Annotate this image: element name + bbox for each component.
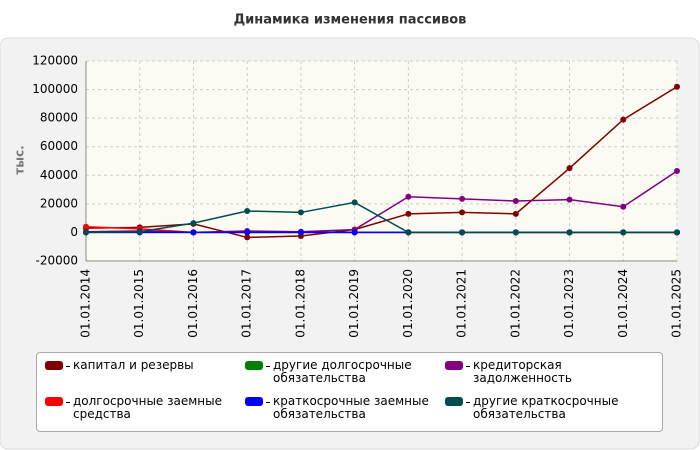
- data-point: [405, 229, 412, 236]
- legend: капитал и резервы другие долгосрочные обя…: [36, 352, 663, 432]
- x-tick-label: 01.01.2022: [508, 269, 522, 338]
- legend-dash: [66, 402, 70, 403]
- data-point: [459, 195, 466, 202]
- y-tick-label: 20000: [40, 196, 78, 210]
- legend-swatch: [45, 361, 63, 370]
- y-tick-label: 120000: [32, 54, 78, 68]
- x-tick-label: 01.01.2025: [670, 269, 684, 338]
- data-point: [351, 229, 358, 236]
- data-point: [512, 210, 519, 217]
- y-axis-label: тыс.: [13, 145, 27, 174]
- y-tick-label: -20000: [35, 254, 78, 268]
- data-point: [674, 83, 680, 90]
- legend-swatch: [245, 361, 263, 370]
- legend-item[interactable]: другие краткосрочные обязательства: [445, 395, 655, 429]
- legend-swatch: [445, 397, 463, 406]
- legend-dash: [66, 366, 70, 367]
- data-point: [136, 228, 143, 235]
- legend-item[interactable]: кредиторская задолженность: [445, 359, 655, 393]
- legend-label: кредиторская задолженность: [473, 358, 572, 385]
- data-point: [83, 229, 89, 236]
- data-point: [512, 229, 519, 236]
- data-point: [459, 209, 466, 216]
- y-tick-label: 0: [70, 225, 78, 239]
- legend-item[interactable]: долгосрочные заемные средства: [45, 395, 245, 429]
- legend-dash: [466, 402, 470, 403]
- legend-item[interactable]: капитал и резервы: [45, 359, 245, 393]
- y-tick-label: 80000: [40, 111, 78, 125]
- chart-title: Динамика изменения пассивов: [234, 13, 467, 28]
- data-point: [297, 209, 304, 216]
- data-point: [620, 116, 627, 123]
- legend-swatch: [245, 397, 263, 406]
- legend-swatch: [45, 397, 63, 406]
- legend-label: краткосрочные заемные обязательства: [273, 394, 429, 421]
- data-point: [512, 198, 519, 204]
- data-point: [190, 220, 197, 227]
- data-point: [190, 229, 197, 236]
- x-tick-label: 01.01.2014: [79, 269, 93, 338]
- x-tick-label: 01.01.2017: [240, 269, 254, 338]
- data-point: [566, 165, 573, 172]
- legend-item[interactable]: краткосрочные заемные обязательства: [245, 395, 445, 429]
- data-point: [244, 229, 251, 236]
- data-point: [620, 229, 627, 236]
- y-tick-label: 60000: [40, 139, 78, 153]
- data-point: [351, 199, 358, 206]
- x-tick-label: 01.01.2021: [455, 269, 469, 338]
- x-tick-label: 01.01.2016: [186, 269, 200, 338]
- y-tick-label: 100000: [32, 82, 78, 96]
- data-point: [83, 223, 89, 230]
- x-tick-label: 01.01.2023: [562, 269, 576, 338]
- x-tick-label: 01.01.2018: [293, 269, 307, 338]
- legend-swatch: [445, 361, 463, 370]
- data-point: [674, 168, 680, 174]
- legend-dash: [266, 366, 270, 367]
- legend-item[interactable]: другие долгосрочные обязательства: [245, 359, 445, 393]
- x-tick-label: 01.01.2020: [401, 269, 415, 338]
- data-point: [566, 196, 573, 203]
- data-point: [674, 229, 680, 236]
- data-point: [459, 229, 466, 236]
- legend-dash: [466, 366, 470, 367]
- data-point: [244, 234, 251, 241]
- data-point: [405, 193, 412, 200]
- x-tick-label: 01.01.2019: [347, 269, 361, 338]
- data-point: [297, 229, 304, 236]
- legend-label: долгосрочные заемные средства: [73, 394, 222, 421]
- y-tick-label: 40000: [40, 168, 78, 182]
- legend-label: другие долгосрочные обязательства: [273, 358, 412, 385]
- data-point: [566, 229, 573, 236]
- legend-label: капитал и резервы: [73, 358, 194, 372]
- x-tick-label: 01.01.2015: [132, 269, 146, 338]
- legend-label: другие краткосрочные обязательства: [473, 394, 619, 421]
- x-tick-label: 01.01.2024: [616, 269, 630, 338]
- data-point: [244, 208, 251, 214]
- data-point: [405, 210, 412, 217]
- legend-dash: [266, 402, 270, 403]
- data-point: [620, 203, 627, 210]
- series-line: [85, 201, 677, 234]
